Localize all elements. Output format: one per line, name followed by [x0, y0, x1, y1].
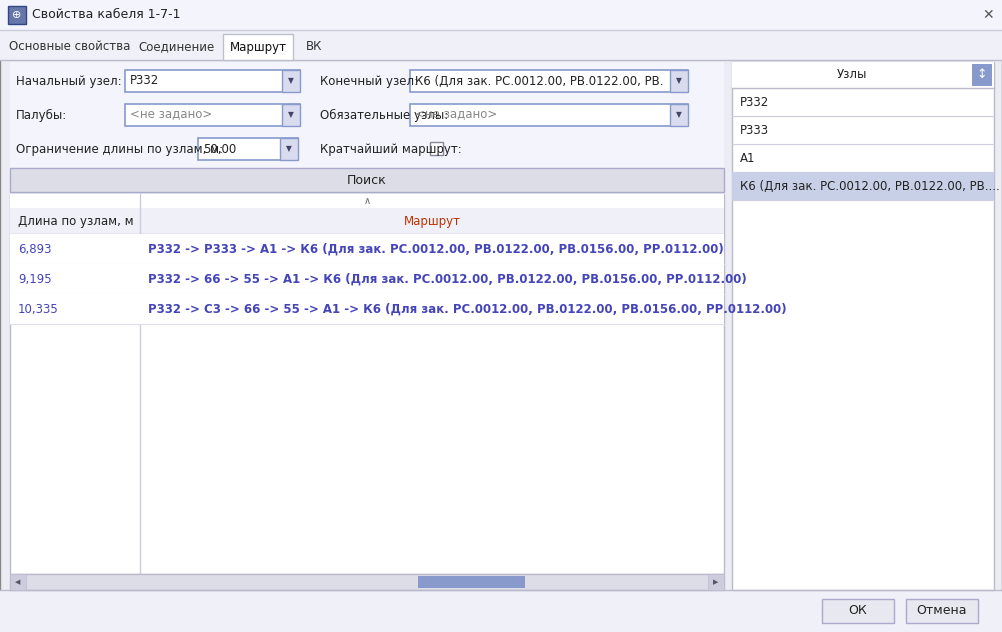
- Text: А1: А1: [740, 152, 756, 164]
- Text: К6 (Для зак. РС.0012.00, РВ.0122.00, РВ....: К6 (Для зак. РС.0012.00, РВ.0122.00, РВ.…: [740, 179, 1000, 193]
- Bar: [418, 576, 525, 588]
- Text: <не задано>: <не задано>: [130, 109, 212, 121]
- Bar: [10, 574, 724, 590]
- Text: ◀: ◀: [15, 579, 21, 585]
- Bar: [10, 234, 724, 264]
- Text: Конечный узел:: Конечный узел:: [320, 75, 418, 87]
- Text: Обязательные узлы:: Обязательные узлы:: [320, 109, 448, 121]
- Text: ▼: ▼: [288, 111, 294, 119]
- Bar: [0, 30, 1002, 60]
- Bar: [10, 294, 724, 324]
- Text: Ограничение длины по узлам, м:: Ограничение длины по узлам, м:: [16, 142, 223, 155]
- Text: Р332: Р332: [130, 75, 159, 87]
- Text: Маршрут: Маршрут: [229, 40, 287, 54]
- Text: ↕: ↕: [977, 68, 987, 82]
- Bar: [822, 599, 894, 623]
- Bar: [732, 62, 994, 590]
- Bar: [430, 142, 443, 155]
- Text: Кратчайший маршрут:: Кратчайший маршрут:: [320, 142, 462, 155]
- Bar: [280, 138, 298, 160]
- Bar: [670, 104, 688, 126]
- Text: Р332 -> С3 -> 66 -> 55 -> А1 -> К6 (Для зак. РС.0012.00, РВ.0122.00, РВ.0156.00,: Р332 -> С3 -> 66 -> 55 -> А1 -> К6 (Для …: [148, 303, 787, 315]
- Text: ВК: ВК: [307, 40, 323, 54]
- Text: Р332 -> 66 -> 55 -> А1 -> К6 (Для зак. РС.0012.00, РВ.0122.00, РВ.0156.00, РР.01: Р332 -> 66 -> 55 -> А1 -> К6 (Для зак. Р…: [148, 272, 746, 286]
- Text: Основные свойства: Основные свойства: [9, 40, 130, 54]
- Bar: [732, 62, 994, 88]
- Text: ▼: ▼: [676, 76, 682, 85]
- Text: Р332 -> Р333 -> А1 -> К6 (Для зак. РС.0012.00, РВ.0122.00, РВ.0156.00, РР.0112.0: Р332 -> Р333 -> А1 -> К6 (Для зак. РС.00…: [148, 243, 723, 255]
- Text: Свойства кабеля 1-7-1: Свойства кабеля 1-7-1: [32, 8, 180, 21]
- Bar: [708, 574, 724, 590]
- Bar: [10, 62, 724, 590]
- Text: 6,893: 6,893: [18, 243, 51, 255]
- Bar: [8, 6, 26, 24]
- Text: Палубы:: Палубы:: [16, 109, 67, 121]
- Bar: [0, 0, 1002, 30]
- Text: ▼: ▼: [288, 76, 294, 85]
- Text: Соединение: Соединение: [138, 40, 214, 54]
- Text: ОК: ОК: [849, 604, 868, 617]
- Bar: [282, 104, 300, 126]
- Bar: [906, 599, 978, 623]
- Bar: [670, 70, 688, 92]
- Text: Р332: Р332: [740, 95, 770, 109]
- Bar: [10, 264, 724, 294]
- Text: <не задано>: <не задано>: [415, 109, 497, 121]
- Bar: [972, 64, 992, 86]
- Text: ∧: ∧: [364, 196, 371, 206]
- Bar: [10, 574, 26, 590]
- Bar: [282, 70, 300, 92]
- Text: Маршрут: Маршрут: [404, 214, 461, 228]
- Text: Начальный узел:: Начальный узел:: [16, 75, 121, 87]
- Bar: [223, 34, 293, 60]
- Bar: [125, 104, 300, 126]
- Bar: [0, 590, 1002, 632]
- Bar: [125, 70, 300, 92]
- Text: ▼: ▼: [676, 111, 682, 119]
- Bar: [410, 70, 688, 92]
- Text: 9,195: 9,195: [18, 272, 52, 286]
- Bar: [410, 104, 688, 126]
- Text: Поиск: Поиск: [347, 174, 387, 186]
- Bar: [198, 138, 298, 160]
- Text: ▶: ▶: [713, 579, 718, 585]
- Text: 50,00: 50,00: [203, 142, 236, 155]
- Text: ✕: ✕: [982, 8, 994, 22]
- Bar: [10, 194, 724, 574]
- Text: 10,335: 10,335: [18, 303, 59, 315]
- Text: Отмена: Отмена: [917, 604, 967, 617]
- Text: ▼: ▼: [286, 145, 292, 154]
- Text: Длина по узлам, м: Длина по узлам, м: [18, 214, 133, 228]
- Bar: [732, 172, 994, 200]
- Text: Узлы: Узлы: [837, 68, 867, 82]
- Text: ⊕: ⊕: [12, 10, 22, 20]
- Text: Р333: Р333: [740, 123, 770, 137]
- Text: К6 (Для зак. РС.0012.00, РВ.0122.00, РВ.: К6 (Для зак. РС.0012.00, РВ.0122.00, РВ.: [415, 75, 663, 87]
- Bar: [10, 194, 724, 208]
- Bar: [10, 168, 724, 192]
- Bar: [10, 208, 724, 234]
